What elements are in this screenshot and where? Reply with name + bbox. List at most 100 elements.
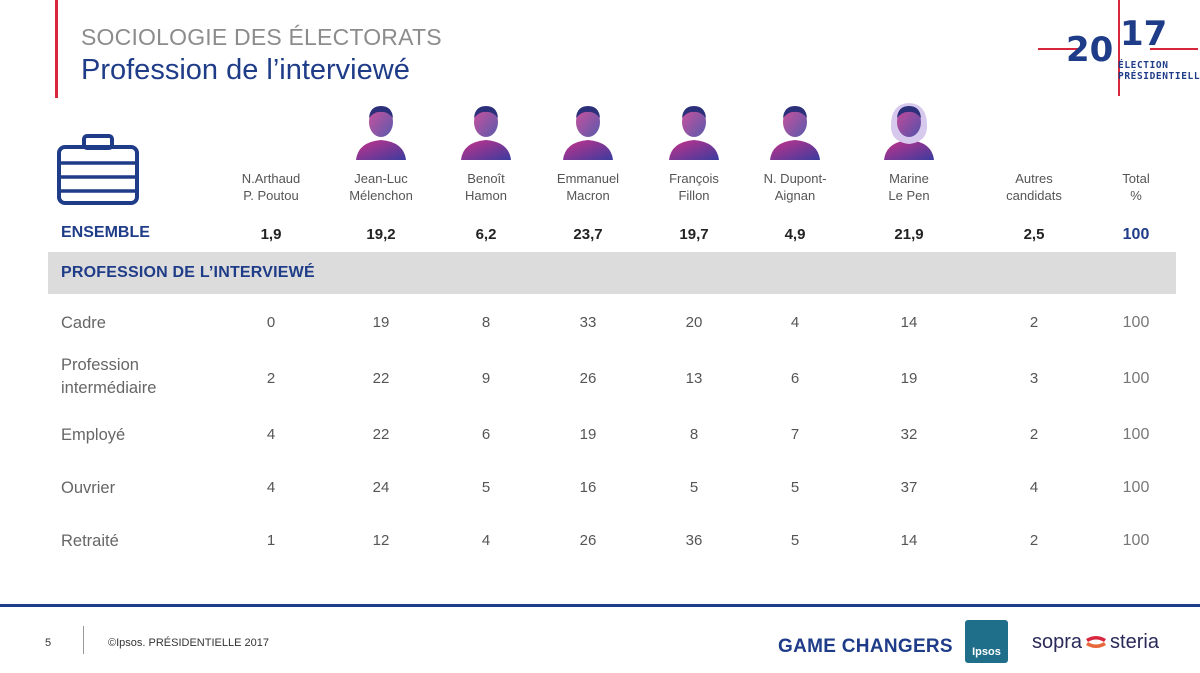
table-cell: 16 xyxy=(579,479,597,496)
candidate-name-line1: Emmanuel xyxy=(556,171,620,186)
table-cell: 5 xyxy=(790,532,800,549)
candidate-name-line2: % xyxy=(1130,188,1142,203)
game-changers-logo: GAME CHANGERS xyxy=(778,636,953,657)
candidate-name-line1: Autres xyxy=(1015,171,1053,186)
row-label-line2: intermédiaire xyxy=(61,379,157,397)
row-label: Employé xyxy=(61,424,125,447)
table-cell: 100 xyxy=(1122,370,1150,387)
table-cell: 7 xyxy=(790,426,800,443)
table-cell: 4 xyxy=(266,426,276,443)
candidate-name-line1: Marine xyxy=(889,171,929,186)
ensemble-value: 1,9 xyxy=(260,226,282,243)
copyright-text: ©Ipsos. PRÉSIDENTIELLE 2017 xyxy=(108,637,269,649)
table-cell: 5 xyxy=(689,479,699,496)
accent-bar xyxy=(55,0,58,98)
candidate-name-line1: Benoît xyxy=(467,171,505,186)
ensemble-value: 19,7 xyxy=(679,226,709,243)
table-cell: 6 xyxy=(790,370,800,387)
logo-digits-right: 17 xyxy=(1120,14,1168,54)
candidate-name: François Fillon xyxy=(669,170,719,204)
ensemble-value: 100 xyxy=(1122,226,1150,243)
section-band: PROFESSION DE L’INTERVIEWÉ xyxy=(48,252,1176,294)
table-cell: 4 xyxy=(1029,479,1039,496)
ensemble-value: 6,2 xyxy=(475,226,497,243)
table-cell: 2 xyxy=(1029,532,1039,549)
candidate-name-line2: candidats xyxy=(1006,188,1062,203)
sopra-steria-mark-icon xyxy=(1086,636,1107,648)
candidate-name-line2: Mélenchon xyxy=(349,188,413,203)
ensemble-value: 2,5 xyxy=(1023,226,1045,243)
table-cell: 4 xyxy=(790,314,800,331)
table-cell: 33 xyxy=(579,314,597,331)
table-cell: 22 xyxy=(372,426,390,443)
table-cell: 24 xyxy=(372,479,390,496)
table-cell: 14 xyxy=(900,532,918,549)
table-cell: 26 xyxy=(579,532,597,549)
table-cell: 32 xyxy=(900,426,918,443)
ensemble-value: 4,9 xyxy=(784,226,806,243)
candidate-name: N. Dupont- Aignan xyxy=(764,170,827,204)
table-cell: 2 xyxy=(1029,314,1039,331)
candidate-portrait xyxy=(884,103,934,160)
ensemble-value: 19,2 xyxy=(366,226,396,243)
row-label-line1: Employé xyxy=(61,426,126,444)
candidate-name-line1: François xyxy=(669,171,719,186)
table-cell: 2 xyxy=(1029,426,1039,443)
table-cell: 4 xyxy=(481,532,491,549)
logo-digits-left: 20 xyxy=(1066,30,1114,70)
sopra-steria-logo: sopra steria xyxy=(1032,631,1159,653)
table-cell: 5 xyxy=(790,479,800,496)
candidate-name-line2: P. Poutou xyxy=(243,188,299,203)
candidate-portrait xyxy=(563,106,613,160)
table-cell: 12 xyxy=(372,532,390,549)
row-label: Cadre xyxy=(61,312,106,335)
table-cell: 1 xyxy=(266,532,276,549)
table-cell: 19 xyxy=(372,314,390,331)
table-cell: 100 xyxy=(1122,314,1150,331)
candidate-name-line2: Macron xyxy=(566,188,610,203)
ensemble-value: 21,9 xyxy=(894,226,924,243)
row-label: Ouvrier xyxy=(61,477,115,500)
table-cell: 19 xyxy=(579,426,597,443)
table-cell: 19 xyxy=(900,370,918,387)
table-cell: 6 xyxy=(481,426,491,443)
table-cell: 8 xyxy=(689,426,699,443)
row-label-line1: Ouvrier xyxy=(61,479,116,497)
table-cell: 100 xyxy=(1122,532,1150,549)
candidate-name-line2: Fillon xyxy=(678,188,710,203)
candidate-name: Emmanuel Macron xyxy=(557,170,619,204)
page-title: Profession de l’interviewé xyxy=(81,54,410,86)
table-cell: 2 xyxy=(266,370,276,387)
ensemble-value: 23,7 xyxy=(573,226,603,243)
footer-divider xyxy=(0,604,1200,607)
candidate-name-line1: N. Dupont- xyxy=(763,171,827,186)
ipsos-logo: Ipsos xyxy=(965,620,1008,663)
candidate-name-line2: Le Pen xyxy=(888,188,930,203)
candidate-name-line1: Total xyxy=(1122,171,1150,186)
row-label-line1: Profession xyxy=(61,356,139,374)
candidate-name-line1: Jean-Luc xyxy=(354,171,408,186)
ensemble-label: ENSEMBLE xyxy=(61,224,150,241)
candidate-name: Autres candidats xyxy=(1006,170,1062,204)
table-cell: 36 xyxy=(685,532,703,549)
candidate-portrait xyxy=(669,106,719,160)
table-cell: 9 xyxy=(481,370,491,387)
table-cell: 3 xyxy=(1029,370,1039,387)
table-cell: 5 xyxy=(481,479,491,496)
table-cell: 37 xyxy=(900,479,918,496)
table-cell: 100 xyxy=(1122,426,1150,443)
section-kicker: SOCIOLOGIE DES ÉLECTORATS xyxy=(81,24,442,50)
table-cell: 100 xyxy=(1122,479,1150,496)
candidate-name: Benoît Hamon xyxy=(465,170,507,204)
logo-subtitle: ÉLECTION PRÉSIDENTIELLE xyxy=(1118,60,1200,82)
table-cell: 20 xyxy=(685,314,703,331)
election-2017-logo: 20 17 ÉLECTION PRÉSIDENTIELLE xyxy=(1038,0,1200,100)
candidate-portrait xyxy=(770,106,820,160)
page-number: 5 xyxy=(45,637,52,649)
table-cell: 8 xyxy=(481,314,491,331)
row-label: Profession intermédiaire xyxy=(61,354,156,400)
table-cell: 13 xyxy=(685,370,703,387)
candidate-name-line2: Hamon xyxy=(465,188,507,203)
section-band-label: PROFESSION DE L’INTERVIEWÉ xyxy=(61,264,315,281)
row-label-line1: Retraité xyxy=(61,532,119,550)
